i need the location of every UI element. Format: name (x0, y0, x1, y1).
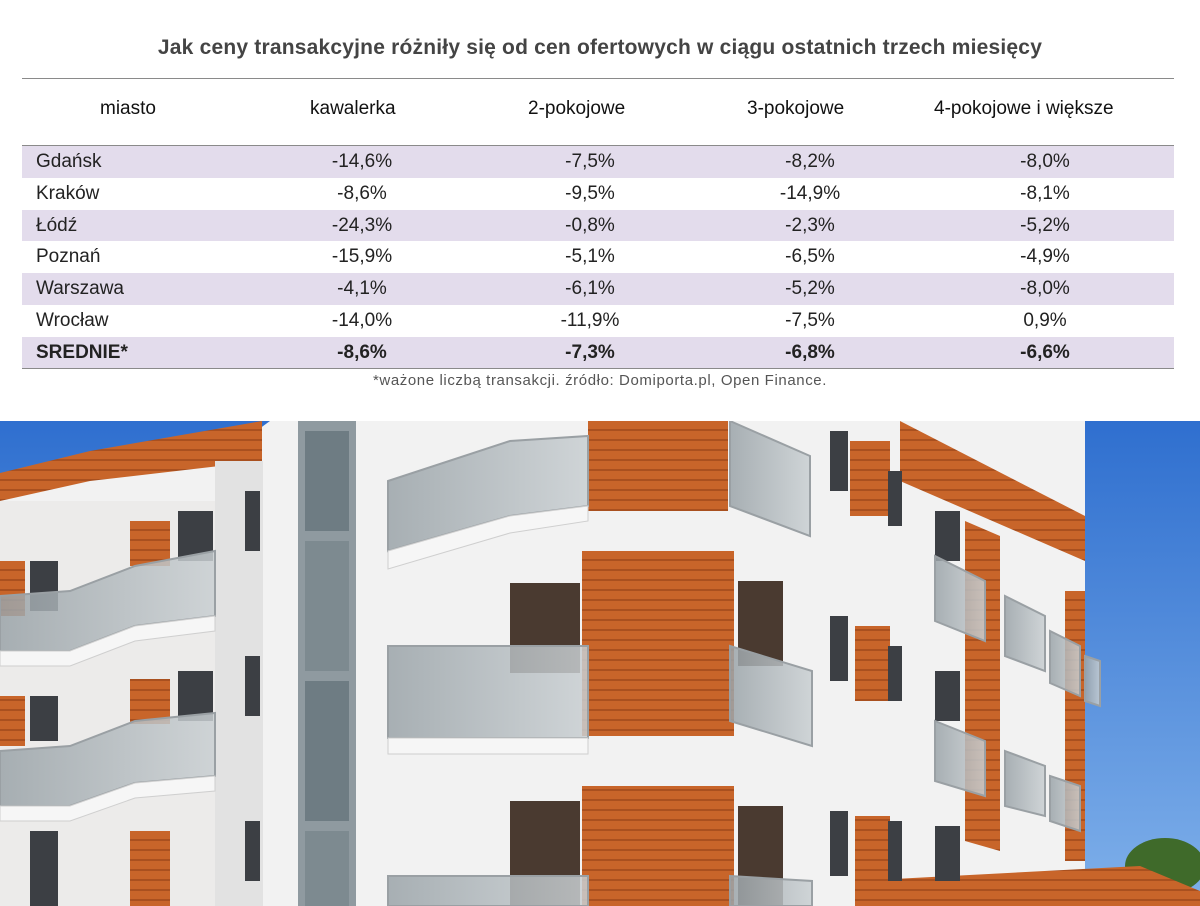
value-cell: -8,2% (785, 151, 835, 172)
footnote: *ważone liczbą transakcji. źródło: Domip… (372, 372, 828, 389)
value-cell: -8,0% (1020, 151, 1070, 172)
table-row: Poznań -15,9% -5,1% -6,5% -4,9% (22, 241, 1174, 273)
value-cell: -14,9% (779, 182, 841, 204)
city-cell: SREDNIE* (36, 341, 128, 363)
value-cell: -11,9% (560, 309, 620, 331)
value-cell: -8,0% (1020, 278, 1070, 300)
value-cell: -7,3% (565, 341, 615, 363)
header-studio: kawalerka (310, 98, 396, 119)
value-cell: -5,1% (565, 246, 615, 268)
value-cell: -8,1% (1020, 182, 1070, 204)
value-cell: -9,5% (565, 182, 615, 204)
table-title: Jak ceny transakcyjne różniły się od cen… (157, 36, 1043, 59)
value-cell: -6,8% (785, 341, 835, 363)
header-city: miasto (100, 98, 156, 119)
value-cell: -4,9% (1020, 246, 1070, 268)
city-cell: Kraków (36, 182, 100, 204)
table-header: miasto kawalerka 2-pokojowe 3-pokojowe 4… (22, 98, 1174, 126)
city-cell: Łódź (36, 214, 78, 236)
average-row: SREDNIE* -8,6% -7,3% -6,8% -6,6% (22, 336, 1174, 369)
table-row: Warszawa -4,1% -6,1% -5,2% -8,0% (22, 273, 1174, 305)
value-cell: -4,1% (337, 278, 387, 300)
value-cell: -6,6% (1020, 341, 1070, 363)
value-cell: -5,2% (785, 278, 835, 300)
top-divider (22, 78, 1174, 79)
table-row: Łódź -24,3% -0,8% -2,3% -5,2% (22, 209, 1174, 242)
value-cell: -6,1% (565, 278, 615, 300)
table-row: Wrocław -14,0% -11,9% -7,5% 0,9% (22, 305, 1174, 337)
header-2room: 2-pokojowe (528, 98, 626, 119)
table-row: Kraków -8,6% -9,5% -14,9% -8,1% (22, 178, 1174, 210)
city-cell: Poznań (36, 246, 101, 268)
value-cell: -5,2% (1020, 214, 1070, 236)
value-cell: -8,6% (337, 182, 387, 204)
value-cell: -7,5% (785, 309, 835, 331)
header-divider (22, 145, 1174, 146)
header-3room: 3-pokojowe (747, 98, 845, 119)
table-body: Gdańsk -14,6% -7,5% -8,2% -8,0% Kraków -… (22, 146, 1174, 369)
header-4room: 4-pokojowe i większe (934, 98, 1114, 119)
city-cell: Warszawa (36, 278, 124, 300)
value-cell: -14,0% (331, 309, 393, 331)
value-cell: -6,5% (785, 246, 835, 268)
value-cell: 0,9% (1023, 309, 1067, 331)
city-cell: Wrocław (36, 309, 109, 331)
value-cell: -2,3% (785, 214, 835, 236)
value-cell: -0,8% (565, 214, 615, 236)
city-cell: Gdańsk (36, 151, 102, 172)
bottom-divider (22, 368, 1174, 369)
apartment-building-photo (0, 421, 1200, 906)
table-row: Gdańsk -14,6% -7,5% -8,2% -8,0% (22, 146, 1174, 178)
value-cell: -15,9% (331, 246, 393, 268)
value-cell: -7,5% (565, 151, 615, 172)
value-cell: -14,6% (331, 151, 393, 172)
value-cell: -24,3% (331, 214, 393, 236)
value-cell: -8,6% (337, 341, 387, 363)
